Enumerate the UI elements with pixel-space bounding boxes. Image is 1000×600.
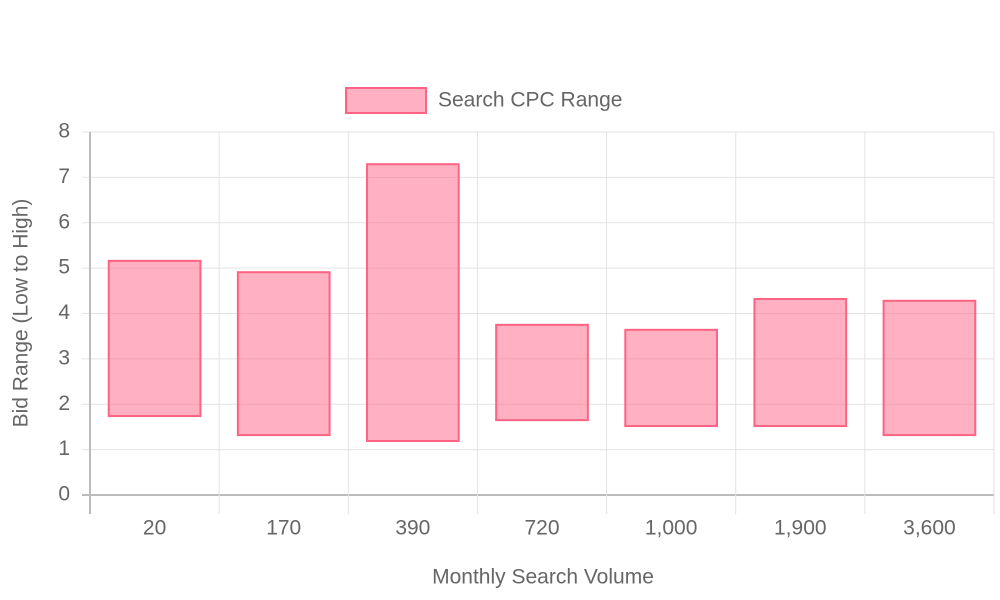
x-tick-label: 20: [143, 517, 166, 540]
y-tick-label: 3: [58, 346, 70, 369]
legend-swatch: [345, 87, 427, 114]
bar: [236, 271, 331, 437]
bar: [366, 163, 460, 443]
bar: [753, 297, 848, 428]
y-tick-label: 1: [58, 437, 70, 460]
y-axis-title: Bid Range (Low to High): [10, 199, 33, 428]
y-tick-label: 5: [58, 256, 70, 279]
x-tick-label: 1,000: [645, 517, 698, 540]
bar: [107, 259, 202, 418]
x-tick-label: 3,600: [903, 517, 956, 540]
bar: [495, 323, 589, 422]
y-tick-label: 4: [58, 301, 70, 324]
y-tick-label: 0: [58, 483, 70, 506]
y-tick-label: 8: [58, 120, 70, 143]
y-tick-label: 7: [58, 165, 70, 188]
y-tick-label: 2: [58, 392, 70, 415]
bar: [624, 328, 718, 428]
y-tick-label: 6: [58, 210, 70, 233]
bar: [882, 299, 977, 437]
x-axis-title: Monthly Search Volume: [432, 566, 654, 589]
legend-label: Search CPC Range: [438, 89, 622, 112]
x-tick-label: 720: [524, 517, 559, 540]
x-tick-label: 1,900: [774, 517, 827, 540]
x-tick-label: 170: [266, 517, 301, 540]
x-tick-label: 390: [395, 517, 430, 540]
